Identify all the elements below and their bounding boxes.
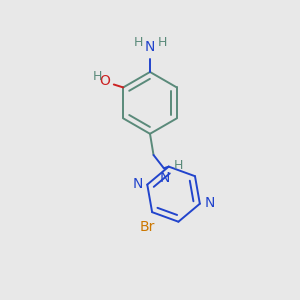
Text: Br: Br [139,220,154,233]
Text: H: H [173,159,183,172]
Text: O: O [99,74,110,88]
Text: H: H [93,70,103,83]
Text: H: H [133,36,142,49]
Text: N: N [145,40,155,54]
Text: N: N [132,177,142,191]
Text: N: N [205,196,215,210]
Text: N: N [159,171,170,184]
Text: H: H [158,36,167,49]
